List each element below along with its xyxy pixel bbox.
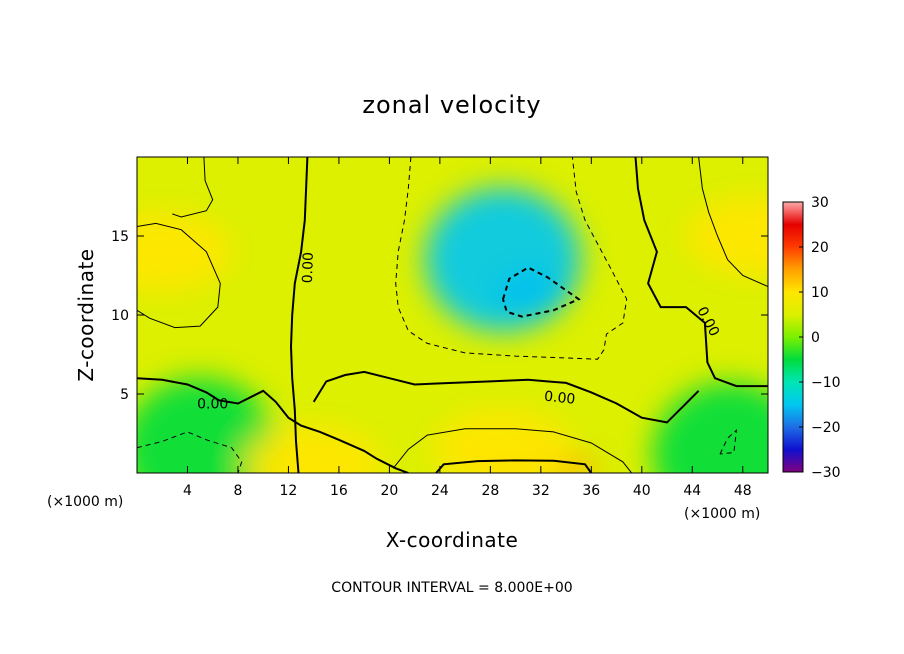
colorbar-tick-label-3: 0: [811, 330, 820, 346]
x-tick-label-24: 24: [431, 483, 449, 499]
x-tick-label-48: 48: [734, 483, 752, 499]
x-tick-label-20: 20: [380, 483, 398, 499]
field-region-negative-region-2: [424, 187, 581, 332]
negative-contour-right-bottom: [719, 429, 738, 455]
colorbar-tick-label-5: −20: [811, 420, 841, 436]
colorbar: 30 20 10 0 −10 −20 −30: [782, 195, 841, 481]
x-tick-label-36: 36: [582, 483, 600, 499]
negative-contour-outer: [395, 157, 628, 360]
contours: [137, 157, 768, 473]
plot-area: 0.000.00 0.000.00 4 8 12 16 20 24 28 32 36 40 44 48 …: [111, 156, 769, 499]
contour-label-2: 0.00: [197, 397, 228, 413]
colorbar-tick-label-2: 10: [811, 285, 829, 301]
thin-contour-bottom-positive: [392, 428, 633, 473]
field-region-positive-region-8: [685, 196, 768, 276]
chart-title: zonal velocity: [362, 91, 541, 119]
field-region-positive-region-6: [433, 409, 573, 473]
positive-contour-bottom-16: [435, 459, 593, 473]
x-tick-label-32: 32: [532, 483, 550, 499]
y-axis-label: Z-coordinate: [74, 248, 98, 381]
x-axis-unit-left: (×1000 m): [47, 494, 123, 510]
field-region-positive-region-9: [243, 425, 384, 473]
x-tick-label-4: 4: [183, 483, 192, 499]
contour-interval-note: CONTOUR INTERVAL = 8.000E+00: [331, 580, 572, 596]
colorbar-tick-label-0: 30: [811, 195, 829, 211]
field-region-negative-region-4: [652, 382, 768, 473]
negative-contour-left-bottom: [137, 431, 243, 473]
y-tick-label-5: 5: [120, 387, 129, 403]
x-axis-ticks: 4 8 12 16 20 24 28 32 36 40 44 48: [183, 157, 752, 499]
thin-contour-upper-right: [698, 157, 768, 288]
y-tick-label-15: 15: [111, 229, 129, 245]
y-axis-ticks: 5 10 15: [111, 229, 768, 403]
x-tick-label-28: 28: [481, 483, 499, 499]
negative-contour-inner: [502, 266, 581, 318]
zero-contour-left-vertical: [289, 157, 309, 473]
thin-contour-top-left: [172, 157, 214, 218]
colorbar-tick-label-6: −30: [811, 465, 841, 481]
zero-contour-right: [634, 157, 768, 388]
x-axis-label: X-coordinate: [386, 528, 519, 552]
zero-contour-lower: [137, 377, 409, 473]
x-tick-label-40: 40: [633, 483, 651, 499]
x-tick-label-44: 44: [683, 483, 701, 499]
contour-label-1: 0.00: [300, 252, 317, 284]
colorbar-tick-label-1: 20: [811, 240, 829, 256]
y-tick-label-10: 10: [111, 308, 129, 324]
x-tick-label-12: 12: [280, 483, 298, 499]
contour-label-3: 0.00: [543, 389, 576, 408]
x-axis-unit-right: (×1000 m): [684, 506, 760, 522]
colorbar-ticks: 30 20 10 0 −10 −20 −30: [799, 195, 841, 481]
thin-contour-upper-left: [137, 222, 221, 329]
x-tick-label-16: 16: [330, 483, 348, 499]
colorbar-tick-label-4: −10: [811, 375, 841, 391]
x-tick-label-8: 8: [233, 483, 242, 499]
zero-contour-mid: [312, 370, 700, 424]
field-region-positive-region-7: [137, 211, 233, 292]
field-blobs: [137, 187, 768, 473]
